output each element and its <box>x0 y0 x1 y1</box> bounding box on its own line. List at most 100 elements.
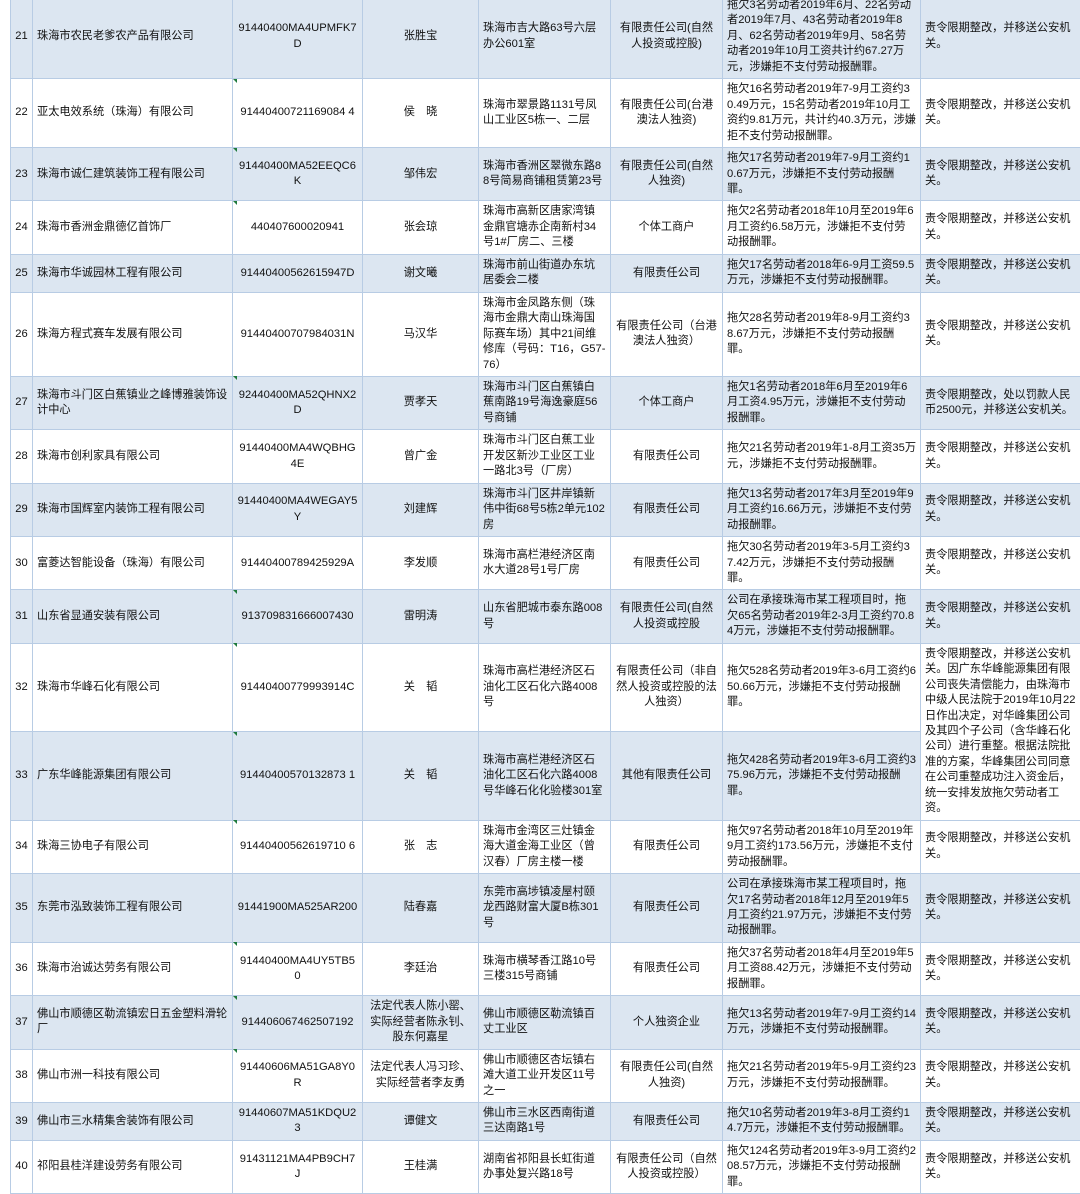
cell-credit-code[interactable]: 92440400MA52QHNX2D <box>233 376 363 429</box>
cell-violation-fact[interactable]: 拖欠428名劳动者2019年3-6月工资约375.96万元，涉嫌拒不支付劳动报酬… <box>723 732 921 821</box>
cell-credit-code[interactable]: 91440400789425929A <box>233 537 363 590</box>
cell-address[interactable]: 珠海市高栏港经济区南水大道28号1号厂房 <box>479 537 611 590</box>
cell-credit-code[interactable]: 440407600020941 <box>233 201 363 254</box>
cell-index[interactable]: 27 <box>11 376 33 429</box>
cell-entity-type[interactable]: 有限责任公司 <box>611 537 723 590</box>
cell-representative[interactable]: 谢文曦 <box>363 254 479 292</box>
cell-violation-fact[interactable]: 拖欠17名劳动者2019年7-9月工资约10.67万元，涉嫌拒不支付劳动报酬罪。 <box>723 148 921 201</box>
cell-company-name[interactable]: 珠海市治诚达劳务有限公司 <box>33 942 233 995</box>
cell-penalty-action[interactable]: 责令限期整改，并移送公安机关。 <box>921 254 1080 292</box>
cell-address[interactable]: 珠海市斗门区白蕉镇白蕉南路19号海逸豪庭56号商铺 <box>479 376 611 429</box>
cell-entity-type[interactable]: 有限责任公司(自然人投资或控股) <box>611 0 723 79</box>
cell-entity-type[interactable]: 有限责任公司(自然人投资或控股 <box>611 590 723 643</box>
cell-representative[interactable]: 法定代表人陈小罂、实际经营者陈永钊、股东何嘉星 <box>363 996 479 1049</box>
cell-credit-code[interactable]: 91440400721169084 4 <box>233 79 363 148</box>
cell-representative[interactable]: 张胜宝 <box>363 0 479 79</box>
cell-representative[interactable]: 张会琼 <box>363 201 479 254</box>
cell-credit-code[interactable]: 91431121MA4PB9CH7J <box>233 1140 363 1193</box>
cell-representative[interactable]: 马汉华 <box>363 292 479 376</box>
cell-entity-type[interactable]: 其他有限责任公司 <box>611 732 723 821</box>
cell-company-name[interactable]: 东莞市泓致装饰工程有限公司 <box>33 874 233 943</box>
cell-representative[interactable]: 雷明涛 <box>363 590 479 643</box>
cell-entity-type[interactable]: 有限责任公司（自然人投资或控股） <box>611 1140 723 1193</box>
cell-entity-type[interactable]: 有限责任公司（非自然人投资或控股的法人独资） <box>611 643 723 731</box>
cell-entity-type[interactable]: 个人独资企业 <box>611 996 723 1049</box>
cell-address[interactable]: 珠海市前山街道办东坑居委会二楼 <box>479 254 611 292</box>
cell-address[interactable]: 珠海市金湾区三灶镇金海大道金海工业区（曾汉春）厂房主楼一楼 <box>479 820 611 873</box>
cell-penalty-action[interactable]: 责令限期整改，并移送公安机关。 <box>921 942 1080 995</box>
cell-company-name[interactable]: 佛山市洲一科技有限公司 <box>33 1049 233 1102</box>
cell-penalty-action[interactable]: 责令限期整改，并移送公安机关。 <box>921 874 1080 943</box>
cell-index[interactable]: 40 <box>11 1140 33 1193</box>
cell-credit-code[interactable]: 91440400MA4WEGAY5Y <box>233 483 363 536</box>
cell-representative[interactable]: 邹伟宏 <box>363 148 479 201</box>
cell-company-name[interactable]: 山东省显通安装有限公司 <box>33 590 233 643</box>
cell-company-name[interactable]: 珠海市华峰石化有限公司 <box>33 643 233 731</box>
cell-company-name[interactable]: 珠海市香洲金鼎德亿首饰厂 <box>33 201 233 254</box>
cell-credit-code[interactable]: 91440400707984031N <box>233 292 363 376</box>
cell-entity-type[interactable]: 有限责任公司 <box>611 820 723 873</box>
cell-address[interactable]: 珠海市高新区唐家湾镇金鼎官塘赤企南新村34号1#厂房二、三楼 <box>479 201 611 254</box>
cell-index[interactable]: 36 <box>11 942 33 995</box>
cell-company-name[interactable]: 佛山市顺德区勒流镇宏日五金塑料滑轮厂 <box>33 996 233 1049</box>
cell-representative[interactable]: 王桂满 <box>363 1140 479 1193</box>
cell-violation-fact[interactable]: 拖欠30名劳动者2019年3-5月工资约37.42万元，涉嫌拒不支付劳动报酬罪。 <box>723 537 921 590</box>
cell-violation-fact[interactable]: 拖欠97名劳动者2018年10月至2019年9月工资约173.56万元，涉嫌拒不… <box>723 820 921 873</box>
cell-address[interactable]: 佛山市顺德区杏坛镇右滩大道工业开发区11号之一 <box>479 1049 611 1102</box>
cell-penalty-action[interactable]: 责令限期整改，并移送公安机关。 <box>921 1049 1080 1102</box>
cell-violation-fact[interactable]: 拖欠1名劳动者2018年6月至2019年6月工资4.95万元，涉嫌拒不支付劳动报… <box>723 376 921 429</box>
cell-representative[interactable]: 陆春嘉 <box>363 874 479 943</box>
cell-penalty-action[interactable]: 责令限期整改，并移送公安机关。 <box>921 537 1080 590</box>
cell-entity-type[interactable]: 有限责任公司（台港澳法人独资） <box>611 292 723 376</box>
cell-violation-fact[interactable]: 拖欠528名劳动者2019年3-6月工资约650.66万元，涉嫌拒不支付劳动报酬… <box>723 643 921 731</box>
cell-representative[interactable]: 张 志 <box>363 820 479 873</box>
cell-company-name[interactable]: 珠海市斗门区白蕉镇业之峰博雅装饰设计中心 <box>33 376 233 429</box>
cell-address[interactable]: 湖南省祁阳县长虹街道办事处复兴路18号 <box>479 1140 611 1193</box>
cell-index[interactable]: 37 <box>11 996 33 1049</box>
cell-penalty-action[interactable]: 责令限期整改，并移送公安机关。 <box>921 820 1080 873</box>
cell-violation-fact[interactable]: 拖欠16名劳动者2019年7-9月工资约30.49万元，15名劳动者2019年1… <box>723 79 921 148</box>
cell-violation-fact[interactable]: 拖欠124名劳动者2019年3-9月工资约208.57万元，涉嫌拒不支付劳动报酬… <box>723 1140 921 1193</box>
cell-company-name[interactable]: 祁阳县桂洋建设劳务有限公司 <box>33 1140 233 1193</box>
cell-penalty-action[interactable]: 责令限期整改，处以罚款人民币2500元，并移送公安机关。 <box>921 376 1080 429</box>
cell-address[interactable]: 珠海市横琴香江路10号三楼315号商铺 <box>479 942 611 995</box>
cell-violation-fact[interactable]: 拖欠28名劳动者2019年8-9月工资约38.67万元，涉嫌拒不支付劳动报酬罪。 <box>723 292 921 376</box>
cell-company-name[interactable]: 珠海市华诚园林工程有限公司 <box>33 254 233 292</box>
cell-penalty-action[interactable]: 责令限期整改，并移送公安机关。 <box>921 148 1080 201</box>
cell-company-name[interactable]: 亚太电效系统（珠海）有限公司 <box>33 79 233 148</box>
cell-penalty-action[interactable]: 责令限期整改，并移送公安机关。 <box>921 79 1080 148</box>
cell-address[interactable]: 珠海市香洲区翠微东路88号简易商铺租赁第23号 <box>479 148 611 201</box>
cell-credit-code[interactable]: 914406067462507192 <box>233 996 363 1049</box>
cell-address[interactable]: 珠海市翠景路1131号凤山工业区5栋一、二层 <box>479 79 611 148</box>
cell-index[interactable]: 35 <box>11 874 33 943</box>
cell-entity-type[interactable]: 有限责任公司 <box>611 254 723 292</box>
cell-penalty-action[interactable]: 责令限期整改，并移送公安机关。因广东华峰能源集团有限公司丧失清偿能力，由珠海市中… <box>921 643 1080 820</box>
cell-credit-code[interactable]: 91440400MA4UPMFK7D <box>233 0 363 79</box>
cell-company-name[interactable]: 珠海市诚仁建筑装饰工程有限公司 <box>33 148 233 201</box>
cell-representative[interactable]: 关 韬 <box>363 732 479 821</box>
cell-index[interactable]: 26 <box>11 292 33 376</box>
cell-address[interactable]: 山东省肥城市泰东路008号 <box>479 590 611 643</box>
cell-credit-code[interactable]: 91440400562615947D <box>233 254 363 292</box>
cell-company-name[interactable]: 珠海市国辉室内装饰工程有限公司 <box>33 483 233 536</box>
cell-violation-fact[interactable]: 拖欠10名劳动者2019年3-8月工资约14.7万元，涉嫌拒不支付劳动报酬罪。 <box>723 1103 921 1141</box>
cell-index[interactable]: 39 <box>11 1103 33 1141</box>
cell-violation-fact[interactable]: 拖欠21名劳动者2019年1-8月工资35万元，涉嫌拒不支付劳动报酬罪。 <box>723 430 921 483</box>
cell-address[interactable]: 珠海市吉大路63号六层办公601室 <box>479 0 611 79</box>
cell-index[interactable]: 30 <box>11 537 33 590</box>
cell-penalty-action[interactable]: 责令限期整改，并移送公安机关。 <box>921 996 1080 1049</box>
cell-representative[interactable]: 刘建辉 <box>363 483 479 536</box>
cell-entity-type[interactable]: 有限责任公司(自然人独资) <box>611 1049 723 1102</box>
